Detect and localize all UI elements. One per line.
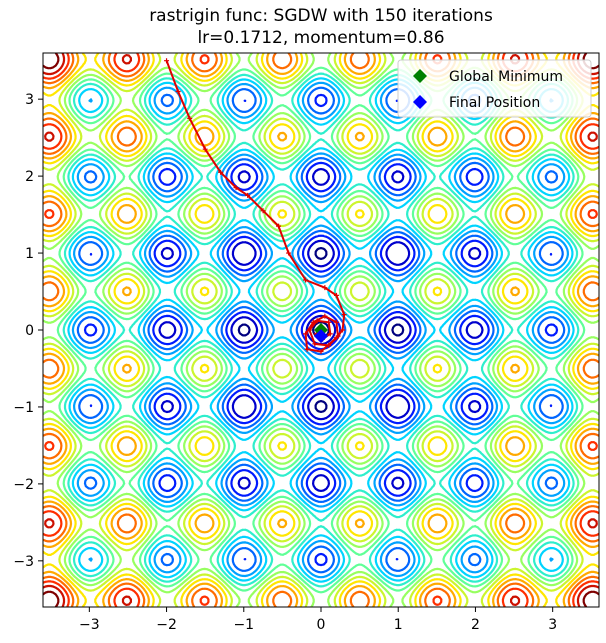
optimizer-path-point-4	[218, 169, 224, 175]
optimizer-path-point-22	[335, 333, 341, 339]
optimizer-path-point-5	[233, 185, 239, 191]
optimizer-path-point-13	[341, 312, 347, 318]
legend: Global Minimum Final Position	[397, 59, 592, 118]
contour-level-2	[83, 93, 559, 567]
optimizer-path-point-21	[333, 319, 339, 325]
optimizer-path-point-20	[322, 313, 328, 319]
y-tick-label-3: 0	[25, 323, 34, 339]
contour-level-7	[56, 66, 586, 594]
y-tick-label-2: −1	[13, 400, 34, 416]
legend-box	[397, 59, 592, 118]
optimizer-path-point-9	[286, 250, 292, 256]
legend-global-minimum-marker	[413, 69, 427, 83]
point-markers	[314, 323, 328, 344]
optimizer-path-point-6	[245, 192, 251, 198]
x-axis: −3 −2 −1 0 1 2 3	[79, 607, 557, 633]
optimizer-path-point-16	[318, 349, 324, 355]
legend-final-position-marker	[413, 95, 427, 109]
optimizer-path-point-27	[326, 319, 332, 325]
contour-level-11	[43, 53, 599, 607]
optimizer-path-point-7	[260, 208, 266, 214]
x-tick-label-4: 1	[394, 617, 403, 633]
optimizer-path-point-28	[327, 331, 333, 337]
contour-level-5	[67, 77, 575, 583]
x-tick-label-1: −2	[156, 617, 177, 633]
contour-level-4	[71, 81, 571, 579]
optimizer-path-point-1	[175, 88, 181, 94]
optimizer-path-point-3	[202, 146, 208, 152]
optimizer-path-point-12	[333, 292, 339, 298]
optimizer-path-point-17	[304, 346, 310, 352]
y-axis: −3 −2 −1 0 1 2 3	[13, 92, 43, 570]
optimizer-path-point-0	[164, 58, 170, 64]
legend-final-position-label: Final Position	[449, 95, 540, 111]
optimizer-path-point-23	[326, 342, 332, 348]
optimizer-path-point-14	[340, 327, 346, 333]
optimizer-path-point-19	[310, 319, 316, 325]
y-tick-label-4: 1	[25, 246, 34, 262]
y-tick-label-0: −3	[13, 554, 34, 570]
optimizer-path-point-18	[303, 331, 309, 337]
optimizer-path-point-10	[303, 277, 309, 283]
final-position-marker	[314, 329, 328, 344]
contour-level-10	[43, 53, 599, 607]
x-tick-label-3: 0	[317, 617, 326, 633]
chart-title: rastrigin func: SGDW with 150 iterations	[149, 6, 493, 26]
optimizer-path-point-2	[187, 115, 193, 121]
contour-level-14	[43, 53, 599, 607]
contour-level-8	[43, 53, 599, 607]
optimizer-path-point-8	[276, 223, 282, 229]
y-tick-label-5: 2	[25, 169, 34, 185]
chart-subtitle: lr=0.1712, momentum=0.86	[197, 28, 444, 48]
contour-level-3	[76, 86, 566, 574]
x-tick-label-6: 3	[548, 617, 557, 633]
optimizer-path	[164, 58, 347, 355]
optimizer-path-point-24	[312, 341, 318, 347]
optimizer-path-point-26	[314, 318, 320, 324]
optimizer-path-point-11	[322, 285, 328, 291]
optimizer-path-point-25	[306, 327, 312, 333]
x-tick-label-2: −1	[233, 617, 254, 633]
y-tick-label-6: 3	[25, 92, 34, 108]
contour-level-6	[62, 72, 580, 588]
legend-global-minimum-label: Global Minimum	[449, 69, 563, 85]
x-tick-label-5: 2	[471, 617, 480, 633]
y-tick-label-1: −2	[13, 477, 34, 493]
contour-level-1	[158, 168, 484, 492]
x-tick-label-0: −3	[79, 617, 100, 633]
